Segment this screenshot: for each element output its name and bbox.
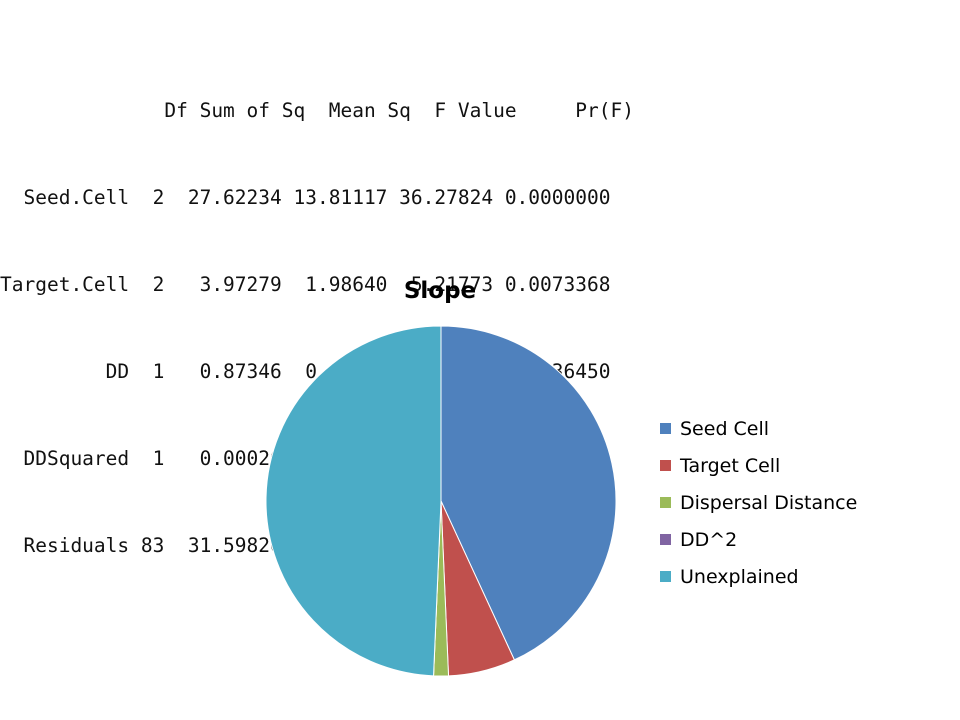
legend-label-unexplained: Unexplained (680, 565, 799, 588)
legend-label-target-cell: Target Cell (680, 454, 781, 477)
legend-swatch-seed-cell (660, 423, 671, 434)
anova-row-seed-cell: Seed.Cell 2 27.62234 13.81117 36.27824 0… (0, 186, 611, 209)
pie-slice-seed-cell (440, 325, 617, 661)
legend-swatch-target-cell (660, 460, 671, 471)
legend-label-dispersal-distance: Dispersal Distance (680, 491, 858, 514)
legend-item-dd-squared: DD^2 (660, 521, 857, 558)
anova-header: Df Sum of Sq Mean Sq F Value Pr(F) (0, 99, 634, 122)
legend-swatch-dispersal-distance (660, 497, 671, 508)
anova-row-target-cell: Target.Cell 2 3.97279 1.98640 5.21773 0.… (0, 273, 611, 296)
legend-item-target-cell: Target Cell (660, 447, 857, 484)
pie-slice-unexplained (265, 325, 442, 677)
legend-swatch-dd-squared (660, 534, 671, 545)
legend-swatch-unexplained (660, 571, 671, 582)
legend-item-seed-cell: Seed Cell (660, 410, 857, 447)
legend-label-dd-squared: DD^2 (680, 528, 738, 551)
chart-title: Slope (403, 278, 477, 304)
legend-label-seed-cell: Seed Cell (680, 417, 770, 440)
legend-item-dispersal-distance: Dispersal Distance (660, 484, 857, 521)
legend-item-unexplained: Unexplained (660, 558, 857, 595)
chart-legend: Seed Cell Target Cell Dispersal Distance… (660, 410, 857, 595)
